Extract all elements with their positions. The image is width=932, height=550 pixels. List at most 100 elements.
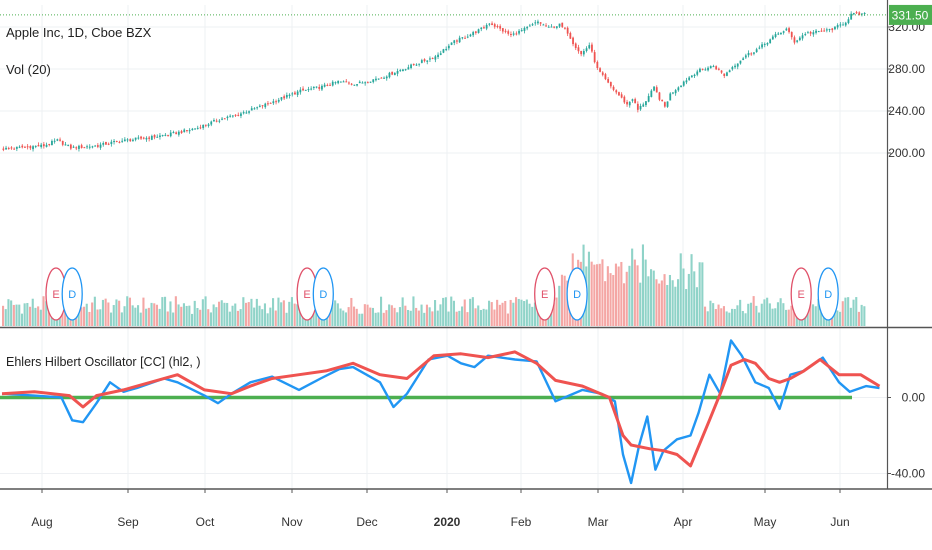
volume-bar [363, 304, 366, 326]
candle-body [631, 99, 634, 101]
candle-body [253, 108, 256, 110]
volume-bar [196, 308, 199, 326]
volume-bar [247, 302, 250, 326]
candle-body [42, 144, 45, 147]
volume-bar [655, 279, 658, 326]
candle-body [761, 44, 763, 48]
volume-bar [388, 304, 391, 326]
time-tick-label: 2020 [434, 515, 461, 529]
volume-bar [353, 306, 356, 326]
candle-body [312, 86, 315, 89]
candle-body [485, 24, 488, 29]
volume-bar [93, 296, 96, 326]
candle-body [240, 113, 242, 116]
candle-body [434, 56, 437, 60]
candle-body [858, 12, 861, 15]
candle-body [148, 137, 151, 139]
candle-body [542, 24, 545, 26]
volume-bar [336, 303, 339, 326]
dividend-marker-label: D [573, 289, 581, 301]
volume-bar [180, 306, 183, 326]
candle-body [682, 81, 685, 86]
volume-bar [633, 259, 636, 326]
candle-body [512, 33, 515, 35]
time-tick-label: Dec [356, 515, 377, 529]
candle-body [639, 105, 642, 110]
candle-body [334, 82, 337, 84]
candle-body [788, 28, 790, 33]
volume-bar [236, 310, 239, 326]
candle-body [496, 26, 499, 28]
volume-bar [587, 251, 590, 326]
candle-body [80, 145, 83, 148]
volume-bar [525, 299, 528, 326]
candle-body [690, 75, 693, 78]
volume-bar [601, 259, 604, 326]
volume-bar [185, 305, 188, 326]
candle-body [69, 144, 72, 149]
candle-body [464, 37, 466, 39]
candle-body [574, 43, 577, 49]
volume-bar [668, 274, 671, 326]
volume-bar [863, 306, 866, 326]
volume-bar [361, 313, 364, 326]
volume-bar [596, 264, 599, 326]
volume-bar [504, 300, 507, 326]
candle-body [248, 111, 250, 113]
volume-bar [822, 312, 825, 326]
candle-body [402, 69, 404, 72]
volume-bar [733, 308, 736, 326]
volume-bar [88, 311, 91, 326]
candle-body [129, 139, 132, 142]
candle-body [442, 49, 445, 53]
candle-body [307, 89, 310, 91]
candle-body [588, 45, 591, 49]
volume-bar [679, 253, 682, 326]
candle-body [450, 42, 453, 45]
volume-bar [253, 307, 256, 326]
volume-bar [860, 304, 863, 326]
volume-bar [755, 305, 758, 326]
candle-body [123, 139, 126, 142]
candle-body [188, 130, 191, 132]
volume-bar [857, 311, 860, 326]
volume-bars [2, 244, 866, 326]
volume-bar [609, 273, 612, 326]
candle-body [704, 69, 707, 71]
volume-bar [469, 298, 472, 326]
candle-body [753, 52, 755, 54]
volume-bar [126, 296, 129, 326]
candle-body [121, 140, 124, 142]
candle-body [420, 60, 423, 63]
candle-body [593, 52, 596, 63]
candle-body [642, 104, 645, 107]
volume-bar [560, 274, 563, 326]
candle-body [456, 40, 458, 42]
candle-body [67, 144, 70, 146]
volume-bar [647, 276, 650, 326]
volume-bar [461, 306, 464, 326]
volume-bar [763, 299, 766, 326]
candle-body [391, 71, 394, 75]
candle-body [677, 87, 680, 91]
volume-bar [558, 285, 561, 326]
volume-bar [650, 269, 653, 326]
candle-body [499, 26, 502, 29]
volume-bar [220, 300, 223, 326]
candle-body [550, 26, 553, 28]
volume-bar [474, 308, 477, 326]
volume-bar [293, 303, 296, 326]
candle-body [377, 78, 380, 80]
volume-bar [736, 305, 739, 326]
candle-body [825, 29, 828, 31]
candle-body [418, 63, 421, 65]
candle-body [847, 19, 850, 24]
dividend-marker-label: D [824, 289, 832, 301]
candle-body [609, 82, 612, 87]
volume-bar [590, 261, 593, 326]
candle-body [396, 71, 399, 74]
candle-body [539, 22, 542, 24]
time-tick-label: Nov [281, 515, 302, 529]
candle-body [269, 102, 272, 104]
